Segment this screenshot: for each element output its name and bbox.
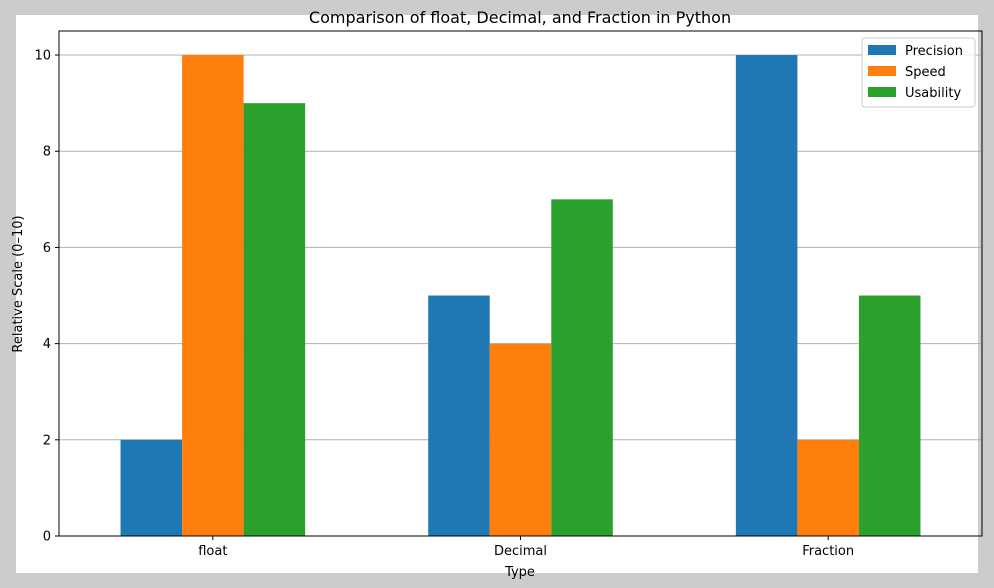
bar-precision-float — [120, 439, 183, 536]
legend: Precision Speed Usability — [861, 37, 976, 108]
bar-precision-decimal — [428, 295, 490, 536]
bar-speed-decimal — [489, 343, 552, 536]
y-tick-label: 8 — [43, 145, 51, 160]
bar-speed-float — [182, 55, 244, 537]
bar-usability-fraction — [858, 295, 921, 536]
chart-title: Comparison of float, Decimal, and Fracti… — [309, 8, 731, 27]
bar-usability-float — [243, 103, 306, 537]
bars — [120, 55, 921, 537]
legend-label-speed: Speed — [905, 65, 946, 80]
bar-usability-decimal — [551, 199, 613, 537]
x-axis-label: Type — [504, 565, 535, 580]
y-tick-label: 0 — [43, 530, 51, 545]
y-axis-label: Relative Scale (0–10) — [11, 215, 26, 352]
x-tick-label: Fraction — [802, 544, 854, 559]
x-tick-label: float — [198, 544, 227, 559]
y-tick-label: 2 — [43, 433, 51, 448]
y-tick-label: 4 — [43, 337, 51, 352]
axis-ticks: 0 2 4 6 8 10 float Decimal Fraction — [34, 49, 854, 559]
bar-precision-fraction — [735, 55, 798, 537]
x-tick-label: Decimal — [494, 544, 547, 559]
y-tick-label: 6 — [43, 241, 51, 256]
y-tick-label: 10 — [34, 49, 51, 64]
legend-label-precision: Precision — [905, 44, 963, 59]
legend-swatch-usability — [868, 87, 896, 97]
legend-label-usability: Usability — [905, 86, 961, 101]
legend-swatch-precision — [868, 45, 896, 55]
legend-swatch-speed — [868, 66, 896, 76]
bar-speed-fraction — [797, 439, 859, 536]
